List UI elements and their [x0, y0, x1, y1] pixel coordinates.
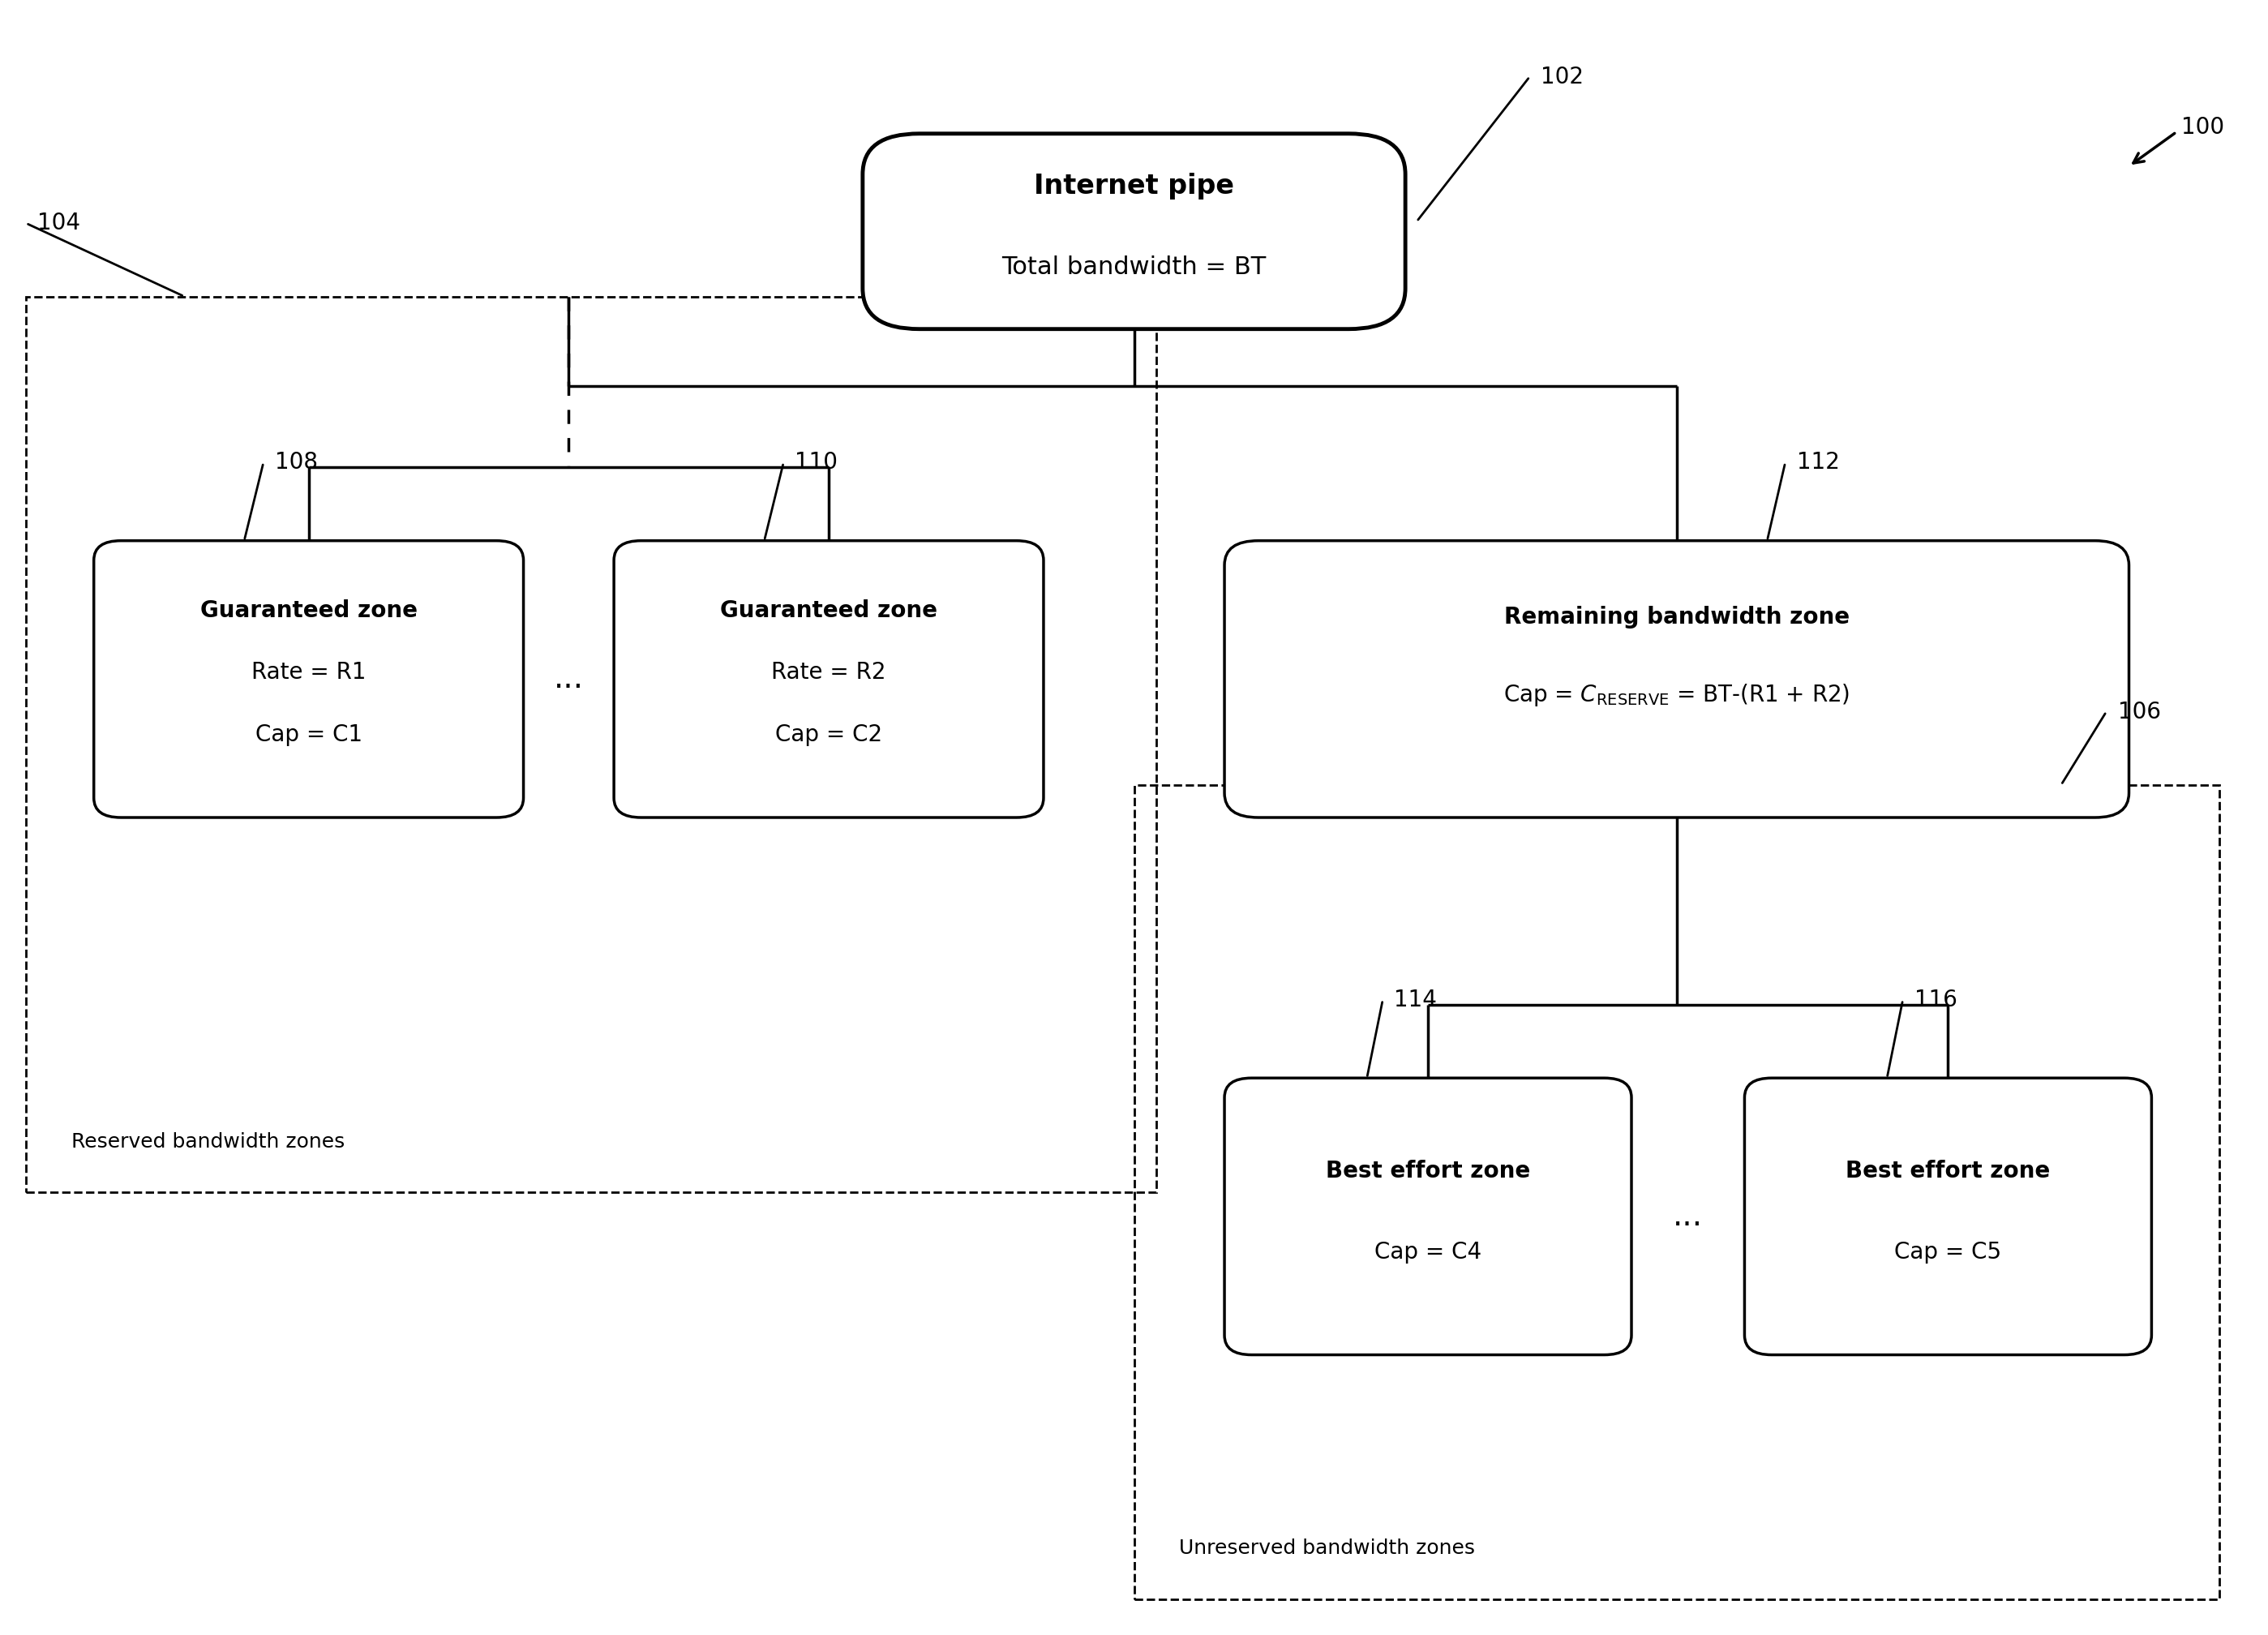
Text: 102: 102	[1540, 65, 1583, 88]
Text: 108: 108	[274, 451, 318, 474]
Text: Cap = C5: Cap = C5	[1894, 1241, 2003, 1264]
Text: Best effort zone: Best effort zone	[1846, 1159, 2050, 1182]
Text: Best effort zone: Best effort zone	[1327, 1159, 1531, 1182]
FancyBboxPatch shape	[1744, 1077, 2152, 1355]
Text: Cap = $C_{\mathregular{RESERVE}}$ = BT-(R1 + R2): Cap = $C_{\mathregular{RESERVE}}$ = BT-(…	[1504, 682, 1851, 708]
Text: Rate = R1: Rate = R1	[252, 661, 365, 683]
Bar	[25, 296, 1157, 1192]
Text: Internet pipe: Internet pipe	[1034, 172, 1234, 199]
Text: Rate = R2: Rate = R2	[771, 661, 887, 683]
Text: Cap = C1: Cap = C1	[254, 723, 363, 746]
Text: Guaranteed zone: Guaranteed zone	[200, 600, 417, 621]
Text: Guaranteed zone: Guaranteed zone	[719, 600, 937, 621]
Bar	[1134, 785, 2220, 1599]
Text: 112: 112	[1796, 451, 1839, 474]
FancyBboxPatch shape	[862, 134, 1406, 329]
FancyBboxPatch shape	[93, 541, 524, 818]
Text: 100: 100	[2182, 116, 2225, 139]
Text: Reserved bandwidth zones: Reserved bandwidth zones	[70, 1131, 345, 1151]
Text: 104: 104	[36, 213, 79, 234]
Text: ...: ...	[1674, 1202, 1703, 1231]
Text: ...: ...	[553, 664, 583, 695]
FancyBboxPatch shape	[1225, 541, 2130, 818]
Text: 106: 106	[2118, 700, 2161, 723]
Text: Unreserved bandwidth zones: Unreserved bandwidth zones	[1179, 1539, 1474, 1558]
Text: Remaining bandwidth zone: Remaining bandwidth zone	[1504, 607, 1848, 628]
Text: Cap = C2: Cap = C2	[776, 723, 882, 746]
Text: 110: 110	[794, 451, 837, 474]
FancyBboxPatch shape	[1225, 1077, 1631, 1355]
Text: 114: 114	[1395, 989, 1438, 1010]
FancyBboxPatch shape	[615, 541, 1043, 818]
Text: Total bandwidth = BT: Total bandwidth = BT	[1002, 255, 1266, 280]
Text: Cap = C4: Cap = C4	[1374, 1241, 1481, 1264]
Text: 116: 116	[1914, 989, 1957, 1010]
